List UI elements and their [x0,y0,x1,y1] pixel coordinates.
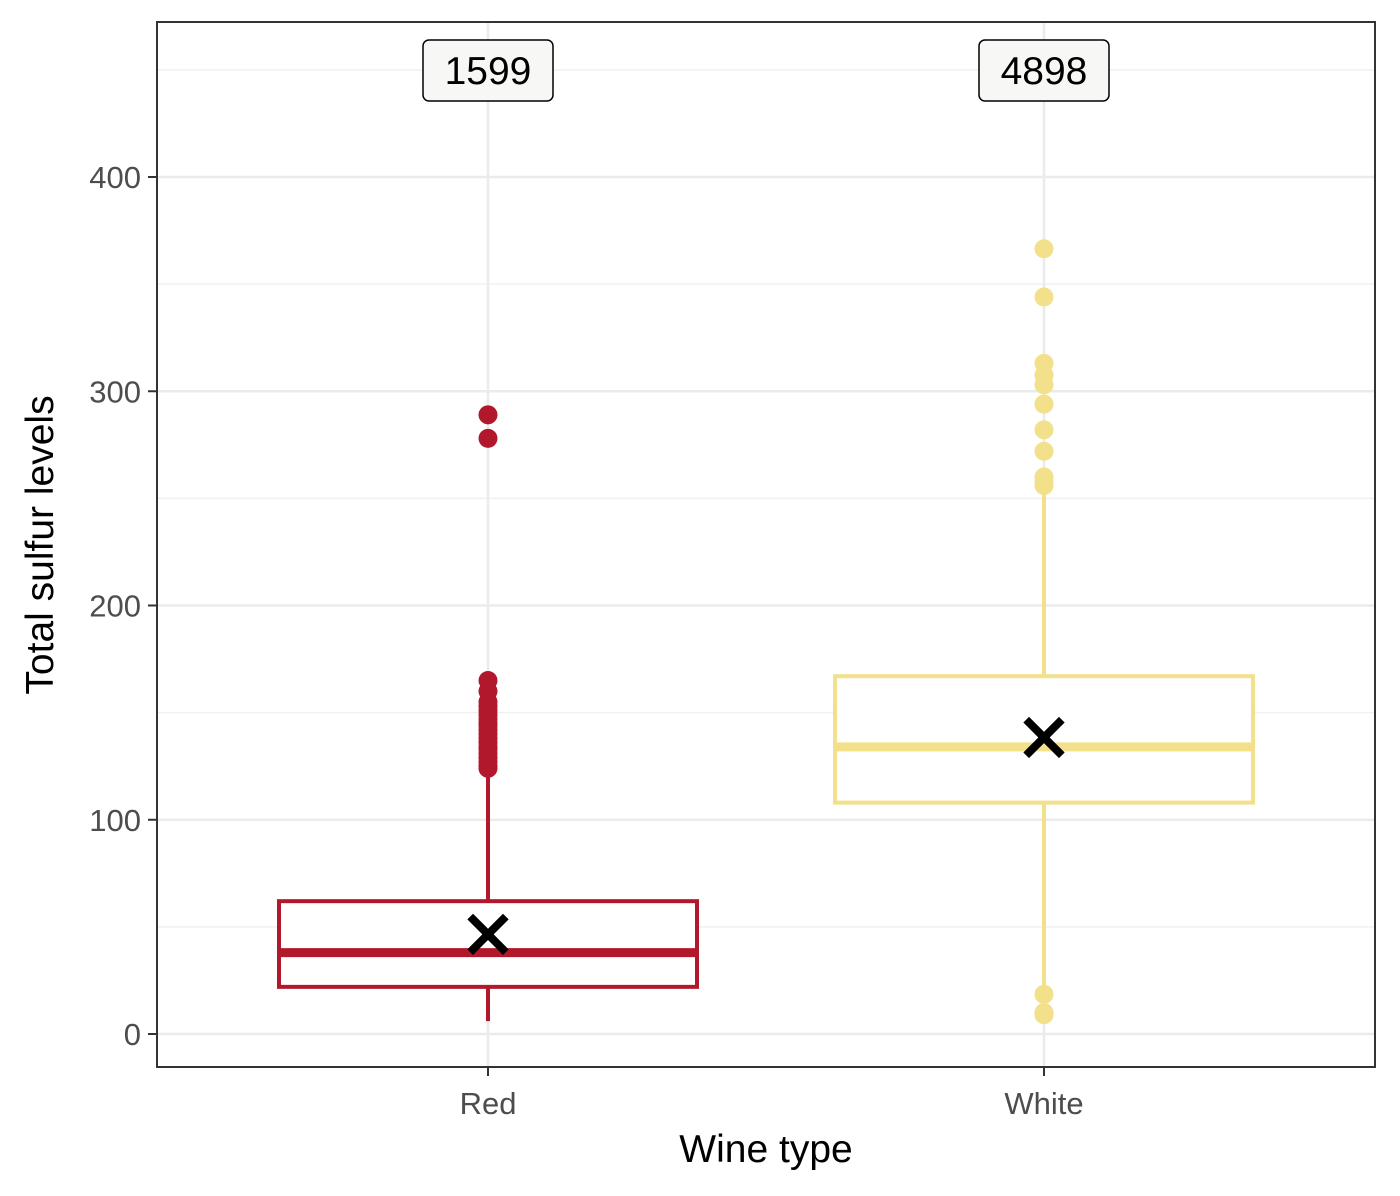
box-group-red: 1599 [277,39,699,1022]
mean-marker-stroke [1023,716,1065,759]
outlier-point [1034,476,1054,496]
x-tick-label-red: Red [460,1086,517,1121]
outlier-point [1034,287,1054,307]
plot-panel-background [157,22,1375,1067]
box-group-white: 4898 [833,39,1255,1025]
outlier-point [1034,441,1054,461]
outlier-point [1034,1005,1054,1025]
y-tick-label: 300 [89,374,141,409]
y-tick-label: 400 [89,160,141,195]
box-iqr [277,899,699,989]
grid-lines [157,22,1375,1067]
count-label-red: 1599 [422,39,554,102]
mean-marker [1023,716,1065,759]
outlier-point [1034,420,1054,440]
y-axis-title: Total sulfur levels [19,395,62,694]
outlier-point [1034,984,1054,1004]
count-label-box [422,39,554,102]
x-axis-title: Wine type [679,1128,852,1171]
data-layer: 1599 4898 [277,39,1255,1025]
x-tick-label-white: White [1004,1086,1083,1121]
mean-marker-stroke [467,913,509,956]
y-tick-label: 0 [124,1017,141,1052]
axes: 0 100 200 300 400 Red White [89,160,1083,1121]
count-label-box [978,39,1110,102]
outlier-point [1034,239,1054,259]
outlier-point [1034,394,1054,414]
count-label-text: 1599 [445,50,532,93]
y-tick-label: 100 [89,803,141,838]
plot-panel-border [156,21,1376,1068]
count-label-text: 4898 [1001,50,1088,93]
mean-marker [467,913,509,956]
box-iqr [833,674,1255,805]
outlier-point [478,428,498,448]
y-tick-label: 200 [89,589,141,624]
outlier-point [1034,375,1054,395]
outlier-point [478,758,498,778]
count-label-white: 4898 [978,39,1110,102]
outlier-point [478,405,498,425]
